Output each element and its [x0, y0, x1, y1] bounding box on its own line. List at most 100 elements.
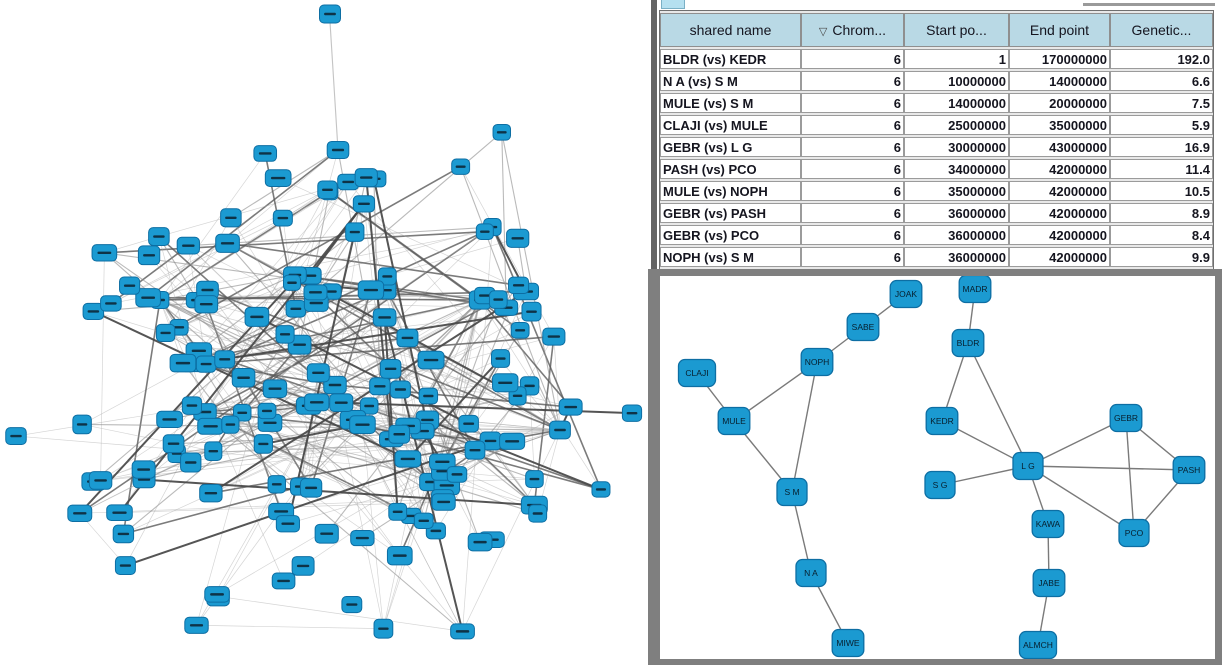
- network-edge[interactable]: [287, 481, 433, 525]
- table-row[interactable]: PASH (vs) PCO 6 34000000 42000000 11.4: [660, 159, 1213, 179]
- cell-value[interactable]: 11.4: [1110, 159, 1213, 179]
- network-edge[interactable]: [352, 419, 463, 632]
- network-node[interactable]: [345, 222, 365, 242]
- cell-value[interactable]: 6: [801, 225, 904, 245]
- network-node-SABE[interactable]: SABE: [846, 312, 880, 342]
- cell-value[interactable]: 36000000: [904, 225, 1009, 245]
- network-edge[interactable]: [442, 429, 561, 472]
- node-shape[interactable]: [1031, 509, 1065, 539]
- network-edge[interactable]: [230, 217, 336, 386]
- network-node-SM[interactable]: S M: [776, 477, 808, 507]
- cell-value[interactable]: 30000000: [904, 137, 1009, 157]
- network-node[interactable]: [506, 228, 530, 248]
- cell-value[interactable]: 43000000: [1009, 137, 1110, 157]
- network-edge[interactable]: [501, 132, 561, 431]
- network-edge[interactable]: [210, 299, 481, 427]
- network-node[interactable]: [184, 616, 209, 634]
- network-node[interactable]: [458, 414, 479, 433]
- network-edge[interactable]: [462, 406, 572, 632]
- network-edge[interactable]: [159, 153, 266, 301]
- network-node[interactable]: [162, 434, 185, 454]
- network-node[interactable]: [137, 245, 161, 266]
- network-node[interactable]: [271, 572, 296, 590]
- network-edge[interactable]: [362, 424, 384, 629]
- column-header-start-position[interactable]: Start po...: [904, 13, 1009, 47]
- network-node[interactable]: [352, 195, 376, 213]
- network-node[interactable]: [106, 504, 133, 521]
- network-node-JOAK[interactable]: JOAK: [889, 279, 923, 309]
- network-edge[interactable]: [198, 311, 532, 352]
- network-node-ALMCH[interactable]: ALMCH: [1018, 630, 1058, 659]
- network-edge[interactable]: [217, 290, 387, 597]
- network-node[interactable]: [388, 502, 408, 521]
- network-node-PASH[interactable]: PASH: [1172, 455, 1206, 485]
- cell-value[interactable]: 6: [801, 181, 904, 201]
- network-node-PCO[interactable]: PCO: [1118, 518, 1150, 548]
- network-node[interactable]: [377, 267, 397, 286]
- cell-value[interactable]: 7.5: [1110, 93, 1213, 113]
- network-edge[interactable]: [93, 311, 336, 386]
- network-edge-NOPH-SM[interactable]: [791, 361, 818, 493]
- network-edge[interactable]: [79, 498, 443, 514]
- node-shape[interactable]: [717, 406, 751, 436]
- cell-value[interactable]: 20000000: [1009, 93, 1110, 113]
- network-node[interactable]: [446, 466, 468, 483]
- network-node[interactable]: [417, 350, 445, 370]
- cell-value[interactable]: 6: [801, 93, 904, 113]
- cell-value[interactable]: 10.5: [1110, 181, 1213, 201]
- network-edge[interactable]: [497, 299, 561, 431]
- network-node[interactable]: [148, 227, 170, 246]
- network-edge[interactable]: [210, 290, 527, 495]
- network-edge[interactable]: [230, 419, 354, 425]
- network-edge[interactable]: [218, 596, 463, 632]
- node-shape[interactable]: [831, 628, 865, 658]
- network-node[interactable]: [451, 158, 471, 175]
- cell-value[interactable]: 6: [801, 49, 904, 69]
- network-edge[interactable]: [383, 317, 399, 512]
- network-edge[interactable]: [159, 299, 423, 432]
- network-edge[interactable]: [294, 274, 535, 506]
- network-edge[interactable]: [176, 440, 513, 455]
- table-row[interactable]: N A (vs) S M 6 10000000 14000000 6.6: [660, 71, 1213, 91]
- network-node[interactable]: [450, 623, 475, 640]
- network-node[interactable]: [488, 290, 508, 309]
- network-node[interactable]: [299, 478, 323, 498]
- column-header-shared-name[interactable]: shared name: [660, 13, 801, 47]
- network-node-KAWA[interactable]: KAWA: [1031, 509, 1065, 539]
- network-edge[interactable]: [159, 149, 339, 301]
- table-row[interactable]: GEBR (vs) PCO 6 36000000 42000000 8.4: [660, 225, 1213, 245]
- network-node[interactable]: [357, 280, 385, 300]
- network-node[interactable]: [510, 321, 530, 339]
- panel-splitter[interactable]: [651, 0, 657, 269]
- network-edge[interactable]: [159, 290, 527, 301]
- network-edge[interactable]: [190, 284, 519, 463]
- network-node[interactable]: [418, 387, 439, 405]
- network-node-JABE[interactable]: JABE: [1032, 568, 1066, 598]
- network-node[interactable]: [389, 380, 411, 399]
- network-node[interactable]: [275, 515, 300, 533]
- cell-shared-name[interactable]: N A (vs) S M: [660, 71, 801, 91]
- node-shape[interactable]: [677, 358, 717, 388]
- network-node[interactable]: [521, 301, 542, 322]
- network-node[interactable]: [204, 441, 223, 461]
- network-edge[interactable]: [334, 289, 372, 386]
- network-node[interactable]: [253, 145, 278, 162]
- cell-value[interactable]: 35000000: [1009, 115, 1110, 135]
- network-edge[interactable]: [407, 357, 502, 460]
- network-node[interactable]: [285, 299, 307, 318]
- network-node-MADR[interactable]: MADR: [958, 276, 992, 304]
- network-edge[interactable]: [204, 411, 463, 632]
- cell-value[interactable]: 42000000: [1009, 181, 1110, 201]
- cell-value[interactable]: 6: [801, 247, 904, 267]
- network-node[interactable]: [72, 414, 92, 435]
- network-edge[interactable]: [207, 289, 401, 556]
- network-edge-PASH-LG[interactable]: [1027, 465, 1190, 471]
- network-node[interactable]: [282, 274, 302, 291]
- network-node[interactable]: [257, 402, 277, 420]
- filter-icon[interactable]: ▽: [818, 26, 828, 38]
- network-node[interactable]: [349, 415, 376, 435]
- cell-shared-name[interactable]: MULE (vs) NOPH: [660, 181, 801, 201]
- table-row[interactable]: GEBR (vs) L G 6 30000000 43000000 16.9: [660, 137, 1213, 157]
- cell-value[interactable]: 192.0: [1110, 49, 1213, 69]
- node-shape[interactable]: [925, 406, 959, 436]
